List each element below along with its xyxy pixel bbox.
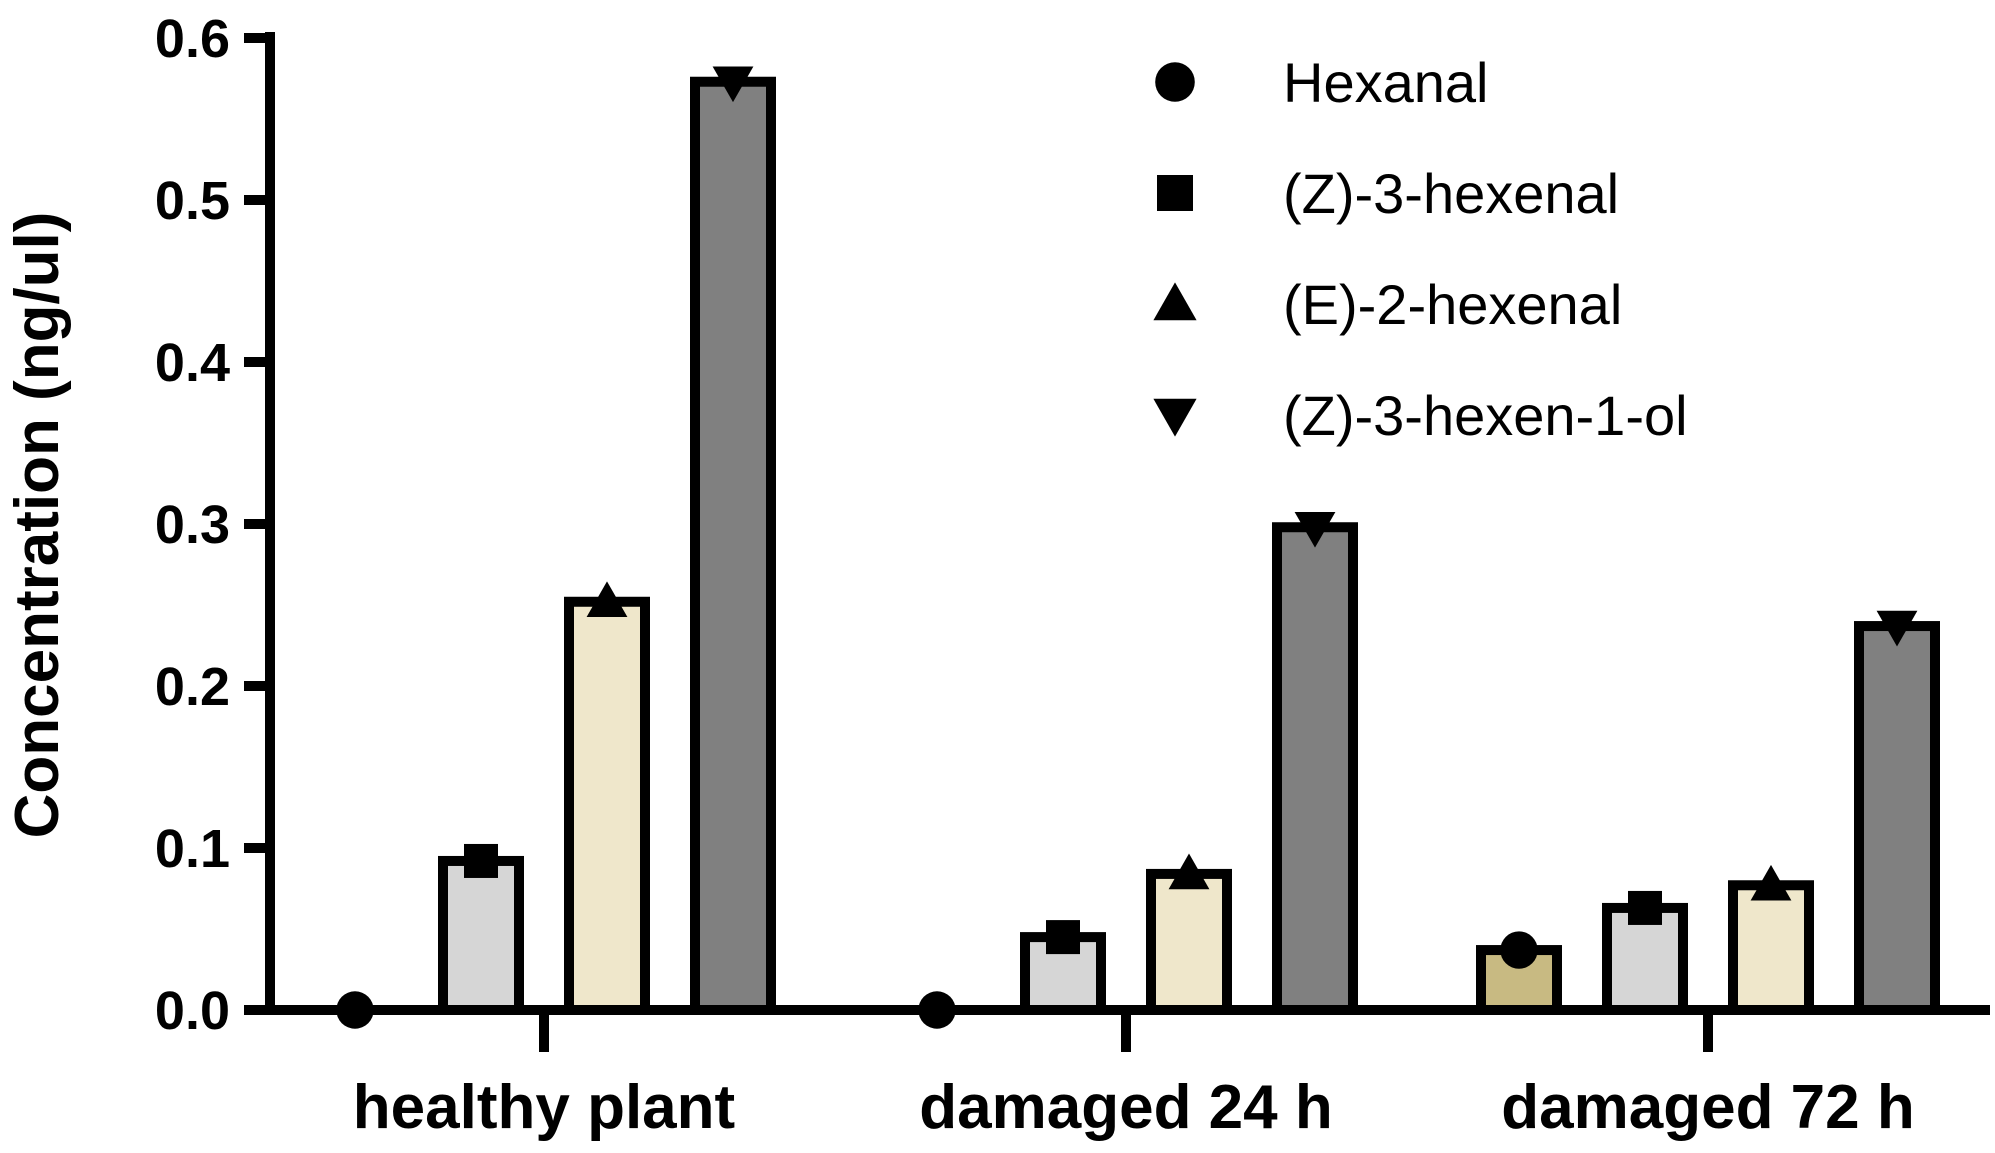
data-point-marker <box>712 66 754 103</box>
legend-label: (E)-2-hexenal <box>1283 273 1622 336</box>
legend-marker <box>1153 398 1197 437</box>
legend-marker <box>1155 62 1195 102</box>
bar <box>1272 522 1358 1015</box>
bar <box>1854 621 1940 1015</box>
y-tick-label: 0.1 <box>155 819 230 879</box>
data-point-marker <box>1500 931 1538 969</box>
bar <box>1146 868 1232 1015</box>
x-category-label: healthy plant <box>353 1073 735 1142</box>
data-point-marker <box>336 991 374 1029</box>
y-tick-label: 0.4 <box>155 333 230 393</box>
y-tick-label: 0.5 <box>155 171 230 231</box>
data-point-marker <box>586 581 628 618</box>
legend-label: (Z)-3-hexenal <box>1283 162 1619 225</box>
legend-label: (Z)-3-hexen-1-ol <box>1283 384 1688 447</box>
data-point-marker <box>1628 890 1662 925</box>
y-tick-label: 0.0 <box>155 981 230 1041</box>
data-point-marker <box>1876 610 1918 647</box>
data-point-marker <box>1294 511 1336 548</box>
legend: Hexanal (Z)-3-hexenal (E)-2-hexenal (Z)-3-h… <box>1153 51 1688 447</box>
plot-area: 0.0 0.1 0.2 0.3 0.4 0.5 0.6 healthy plant damage… <box>155 9 1990 1142</box>
data-point-marker <box>1046 920 1080 955</box>
data-point-marker <box>1750 864 1792 901</box>
y-tick-label: 0.3 <box>155 495 230 555</box>
legend-marker <box>1157 175 1193 211</box>
x-category-label: damaged 24 h <box>919 1073 1332 1142</box>
data-point-marker <box>1168 853 1210 890</box>
bar <box>690 76 776 1016</box>
y-tick-label: 0.6 <box>155 9 230 69</box>
legend-marker <box>1153 282 1197 321</box>
data-point-marker <box>918 991 956 1029</box>
data-point-marker <box>464 843 498 878</box>
bar <box>1602 902 1688 1015</box>
bar <box>438 855 524 1016</box>
bar <box>564 596 650 1015</box>
y-axis-title: Concentration (ng/ul) <box>3 212 72 839</box>
y-tick-label: 0.2 <box>155 657 230 717</box>
legend-label: Hexanal <box>1283 51 1488 114</box>
x-category-label: damaged 72 h <box>1501 1073 1914 1142</box>
bar <box>1728 880 1814 1016</box>
